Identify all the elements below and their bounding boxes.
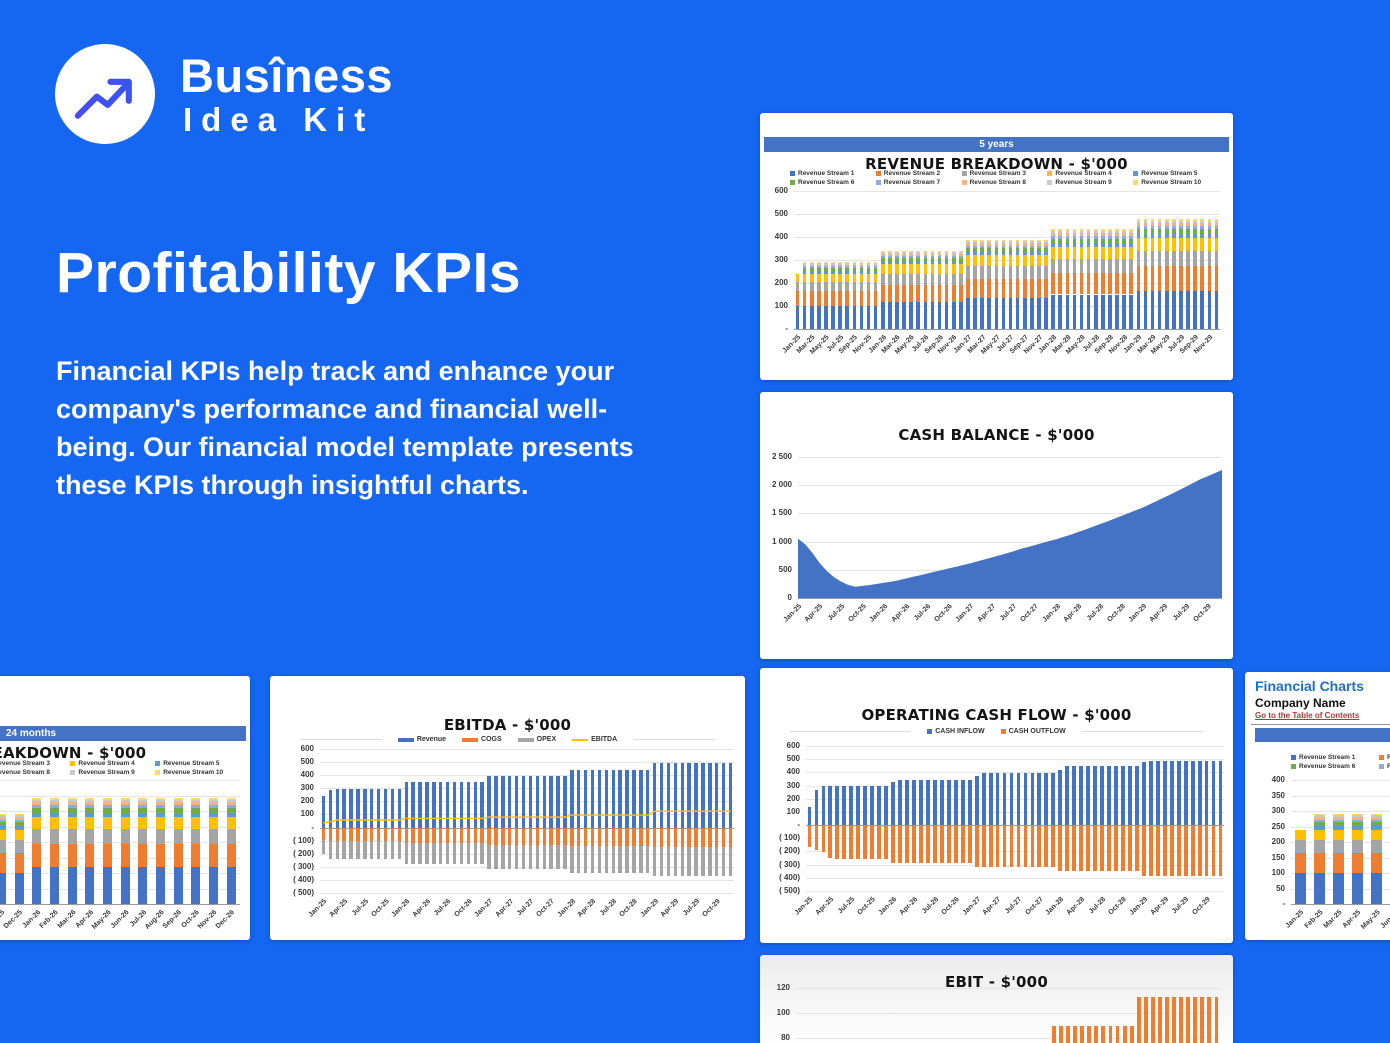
chart-title: EBITDA - $'000 [443, 716, 572, 734]
legend-marker-icon [572, 738, 589, 741]
card-cash-balance: CASH BALANCE - $'000 2 500 2 000 1 500 1 00… [760, 392, 1233, 659]
page-description: Financial KPIs help track and enhance yo… [56, 356, 634, 500]
legend-marker-icon [462, 737, 479, 742]
period-banner: 5 years [764, 137, 1229, 152]
legend-item: Revenue Stream 2 [875, 170, 962, 177]
card-operating-cash-flow: OPERATING CASH FLOW - $'000 CASH INFLOW C… [760, 668, 1233, 943]
legend-marker-icon [1291, 755, 1296, 760]
legend-item: Revenue Stream 8 [0, 769, 50, 776]
legend-item: Revenue Stream 4 [70, 760, 155, 767]
legend-marker-icon [70, 770, 76, 775]
brand-subname: Idea Kit [183, 101, 375, 138]
legend-item: Revenue Stream 10 [155, 769, 240, 776]
legend-item: Revenue Stream 1 [1291, 754, 1379, 761]
ebit-plot: 120 100 80 [760, 955, 1233, 1043]
legend-marker-icon [790, 180, 795, 185]
legend-item: Revenue Stream 9 [1047, 179, 1133, 186]
legend-marker-icon [1133, 171, 1139, 176]
chart-title: CASH BALANCE - $'000 [898, 426, 1095, 444]
legend-marker-icon [875, 180, 881, 185]
chart-title: REVENUE BREAKDOWN - $'000 [0, 744, 147, 762]
chart-title: OPERATING CASH FLOW - $'000 [861, 706, 1132, 724]
legend-marker-icon [875, 171, 881, 176]
legend-marker-icon [397, 737, 414, 742]
legend-item: Revenue Stream 9 [70, 769, 155, 776]
legend-marker-icon [1379, 764, 1384, 769]
legend-marker-icon [1000, 729, 1006, 734]
company-name: Company Name [1255, 696, 1346, 710]
legend-marker-icon [961, 180, 967, 185]
legend-item: Revenue Stream 5 [1133, 170, 1219, 177]
legend-item: Revenue Stream 1 [790, 170, 876, 177]
revenue-breakdown-5y-plot: 600 500 400 300 200 100- Jan-25 Mar-25 May-25 Jul… [760, 113, 1233, 380]
legend-marker-icon [155, 770, 161, 775]
brand-name: Busîness [180, 49, 393, 102]
legend-item: Revenue Stream 6 [790, 179, 876, 186]
legend-item: OPEX [517, 736, 556, 743]
legend-item: Revenue Stream 3 [0, 760, 50, 767]
brand-logo [55, 44, 155, 144]
chart-title: EBIT - $'000 [945, 973, 1048, 991]
legend-item: Revenue [397, 736, 446, 743]
card-revenue-breakdown-24m: 24 months REVENUE BREAKDOWN - $'000 Reve… [0, 676, 250, 940]
legend-item: Revenue Stream 5 [155, 760, 240, 767]
legend-item: EBITDA [572, 736, 617, 743]
legend-item: Revenue Stream 8 [961, 179, 1048, 186]
legend-item: Revenue Stream 3 [961, 170, 1048, 177]
legend-item: Revenue Stream 6 [1291, 763, 1379, 770]
legend-item: COGS [462, 736, 502, 743]
period-label: 5 years [979, 139, 1014, 150]
card-ebitda: EBITDA - $'000 Revenue COGS OPEX EBITDA 600… [270, 676, 745, 940]
legend-item: CASH INFLOW [927, 728, 985, 735]
card-revenue-breakdown-5y: 5 years REVENUE BREAKDOWN - $'000 Revenu… [760, 113, 1233, 380]
legend-item: Revenue Stream 7 [875, 179, 962, 186]
legend-marker-icon [927, 729, 933, 734]
legend-marker-icon [1047, 171, 1053, 176]
table-of-contents-link[interactable]: Go to the Table of Contents [1255, 711, 1360, 720]
divider [1251, 724, 1390, 725]
card-financial-charts-sheet: Financial Charts Company Name Go to the … [1245, 672, 1390, 940]
legend-marker-icon [70, 761, 76, 766]
legend-item: Revenue Stream 10 [1133, 179, 1219, 186]
chart-legend: Revenue COGS OPEX EBITDA [300, 736, 715, 743]
legend-marker-icon [961, 171, 967, 176]
legend-item: Revenue Stream 7 [1379, 763, 1390, 770]
card-ebit: EBIT - $'000 120 100 80 [760, 955, 1233, 1043]
revenue-breakdown-24m-plot: 40035030025020015010050-Jan-25Feb-25Mar-… [0, 676, 250, 940]
trend-arrow-icon [74, 78, 132, 119]
legend-marker-icon [517, 737, 534, 742]
chart-legend: CASH INFLOW CASH OUTFLOW [790, 728, 1203, 735]
period-banner: 24 months [0, 726, 246, 741]
period-banner [1255, 728, 1390, 742]
chart-title: REVENUE BREAKDOWN - $'000 [865, 155, 1128, 173]
legend-item: CASH OUTFLOW [1000, 728, 1066, 735]
legend-item: Revenue Stream 2 [1379, 754, 1390, 761]
legend-marker-icon [1379, 755, 1384, 760]
legend-marker-icon [1047, 180, 1053, 185]
page-title: Profitability KPIs [56, 241, 522, 305]
legend-marker-icon [790, 171, 795, 176]
legend-marker-icon [1291, 764, 1296, 769]
legend-item: Revenue Stream 4 [1047, 170, 1133, 177]
sheet-heading: Financial Charts [1255, 678, 1364, 694]
legend-marker-icon [1133, 180, 1139, 185]
period-label: 24 months [6, 728, 57, 739]
legend-marker-icon [155, 761, 161, 766]
